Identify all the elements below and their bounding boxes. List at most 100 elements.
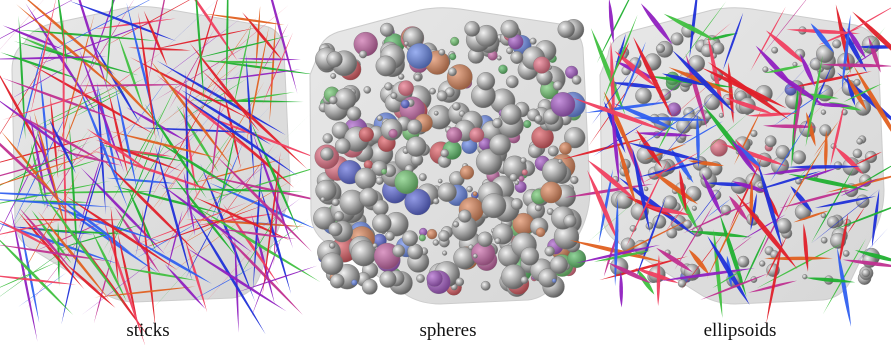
sphere [334,211,344,221]
sphere-tint [568,250,586,268]
sphere [699,167,712,180]
sphere [644,187,648,191]
sphere-tint [523,120,531,128]
figure: sticks spheres ellipsoids [0,0,891,345]
sphere [501,20,519,38]
sphere [853,149,862,158]
sphere [771,47,777,53]
sphere-tint [389,129,398,138]
sphere-tint [359,127,374,142]
sphere [433,198,439,204]
sphere [377,115,383,121]
sphere [663,196,677,210]
sphere [656,44,665,53]
sphere [392,245,404,257]
sphere [473,254,478,259]
sphere [521,247,539,265]
sphere [391,93,397,99]
sphere-tint [533,57,550,74]
sphere-tint [450,37,459,46]
sphere-tint [427,271,443,287]
sphere [862,269,870,277]
sphere [477,72,495,90]
sphere [323,133,333,143]
sphere [373,243,378,248]
sphere [442,251,447,256]
sphere [530,38,537,45]
sphere [359,50,367,58]
sphere [327,51,343,67]
sphere [478,232,493,247]
sphere [320,148,333,161]
sphere [501,104,522,125]
sphere [465,21,480,36]
sphere [330,274,344,288]
sphere-tint [395,170,419,194]
sphere [511,198,523,210]
sphere [759,261,765,267]
sphere-tint [710,139,727,156]
sphere-tint [551,92,575,116]
sphere [402,231,418,247]
sphere [332,199,339,206]
sphere-tint [469,128,484,143]
caption: ellipsoids [704,320,777,341]
stick [619,271,623,307]
sphere [692,206,697,211]
sphere-tint [522,169,528,175]
sphere-tint [427,229,437,239]
sphere [458,210,471,223]
sphere [832,40,841,49]
sphere [429,88,435,94]
sphere [520,158,526,164]
sphere-tint [559,142,571,154]
sphere [452,102,460,110]
caption: sticks [126,320,169,341]
sphere [489,134,510,155]
sphere [776,145,790,159]
sphere-tint [449,53,456,60]
sphere [376,177,384,185]
sphere [351,241,376,266]
sphere-tint [401,100,410,109]
sphere [453,221,459,227]
sphere [316,180,337,201]
sphere-tint [498,65,507,74]
sphere-tint [447,127,463,143]
sphere [467,186,473,192]
sphere [854,79,861,86]
sphere [511,51,523,63]
sphere [439,49,445,55]
sphere [515,181,519,185]
sphere [542,159,567,184]
sphere [441,149,449,157]
caption: spheres [420,320,477,341]
sphere [329,243,335,249]
sphere [364,86,371,93]
sphere [380,23,394,37]
stick [0,275,76,285]
sphere [380,271,397,288]
sphere [438,179,442,183]
sphere [329,96,337,104]
sphere [437,91,448,102]
sphere [558,159,562,163]
sphere-tint [473,192,477,196]
sphere [802,274,807,279]
sphere [385,83,393,91]
sphere-tint [381,169,387,175]
sphere [553,81,562,90]
sphere [535,115,543,123]
sphere [857,138,863,144]
sphere-tint [540,182,561,203]
sphere [404,41,408,45]
sphere [448,68,456,76]
sphere [497,56,502,61]
sphere [646,222,653,229]
sphere [493,118,503,128]
sphere [558,21,575,38]
sphere [548,146,559,157]
sphere [328,222,342,236]
sphere [521,276,528,283]
sphere [765,136,776,147]
